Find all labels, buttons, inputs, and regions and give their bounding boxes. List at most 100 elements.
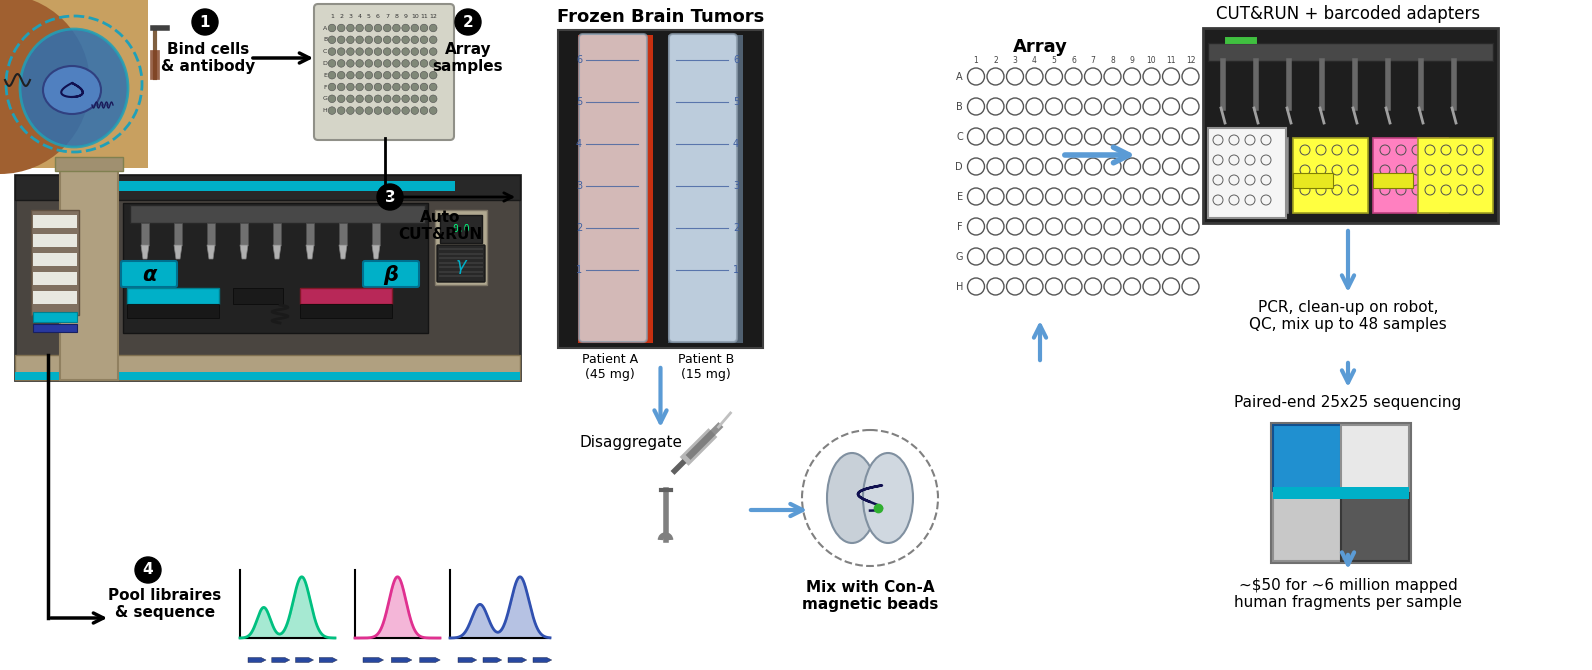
Circle shape — [401, 48, 409, 56]
Bar — [373, 223, 380, 245]
Text: Paired-end 25x25 sequencing: Paired-end 25x25 sequencing — [1234, 395, 1461, 410]
Circle shape — [355, 107, 363, 115]
Circle shape — [411, 83, 419, 91]
Circle shape — [374, 60, 382, 67]
Text: α: α — [142, 265, 156, 285]
Text: Pool libraires
& sequence: Pool libraires & sequence — [108, 588, 221, 620]
Polygon shape — [373, 245, 380, 259]
Bar — [14, 372, 521, 380]
Circle shape — [401, 72, 409, 79]
Text: 6: 6 — [376, 13, 380, 19]
Circle shape — [355, 24, 363, 31]
Circle shape — [347, 60, 353, 67]
Text: 3: 3 — [385, 190, 395, 204]
Bar — [1274, 487, 1409, 499]
Bar — [1204, 28, 1498, 223]
Text: Disaggregate: Disaggregate — [579, 435, 681, 450]
Text: Patient A
(45 mg): Patient A (45 mg) — [583, 353, 638, 381]
Circle shape — [328, 60, 336, 67]
Circle shape — [384, 60, 392, 67]
Circle shape — [430, 72, 436, 79]
FancyArrow shape — [320, 657, 338, 663]
Text: Array: Array — [1013, 38, 1068, 56]
Text: 2: 2 — [339, 13, 344, 19]
Bar — [1372, 138, 1449, 213]
Text: E: E — [323, 73, 326, 78]
Circle shape — [384, 72, 392, 79]
FancyArrow shape — [482, 657, 501, 663]
Polygon shape — [240, 245, 248, 259]
Circle shape — [430, 48, 436, 56]
Text: 3: 3 — [1013, 56, 1017, 65]
Text: 1: 1 — [732, 265, 739, 275]
Text: 6: 6 — [1071, 56, 1076, 65]
Circle shape — [411, 60, 419, 67]
Circle shape — [328, 36, 336, 44]
Circle shape — [420, 60, 428, 67]
Text: 9: 9 — [404, 13, 408, 19]
Polygon shape — [142, 245, 150, 259]
Circle shape — [135, 557, 161, 583]
Circle shape — [365, 36, 373, 44]
Circle shape — [328, 72, 336, 79]
Text: Mix with Con-A
magnetic beads: Mix with Con-A magnetic beads — [802, 580, 938, 612]
Circle shape — [365, 83, 373, 91]
Circle shape — [393, 107, 400, 115]
Circle shape — [401, 24, 409, 31]
Bar — [1340, 425, 1409, 493]
FancyArrow shape — [533, 657, 552, 663]
Circle shape — [411, 107, 419, 115]
Bar — [14, 175, 521, 380]
Circle shape — [374, 107, 382, 115]
Text: 1: 1 — [974, 56, 979, 65]
Text: 3: 3 — [349, 13, 352, 19]
Bar — [578, 35, 653, 343]
Bar — [30, 210, 80, 315]
Text: 2: 2 — [463, 15, 473, 29]
FancyBboxPatch shape — [314, 4, 454, 140]
Circle shape — [355, 72, 363, 79]
Bar — [669, 35, 743, 343]
Circle shape — [420, 24, 428, 31]
Circle shape — [384, 107, 392, 115]
Bar — [174, 223, 181, 245]
Ellipse shape — [863, 453, 912, 543]
Text: 11: 11 — [420, 13, 428, 19]
Circle shape — [365, 72, 373, 79]
Bar — [299, 304, 392, 318]
Circle shape — [393, 72, 400, 79]
Bar — [1274, 425, 1340, 493]
Text: 4: 4 — [576, 139, 583, 149]
Circle shape — [355, 83, 363, 91]
Circle shape — [355, 95, 363, 103]
Bar — [1208, 128, 1286, 218]
Circle shape — [393, 36, 400, 44]
Circle shape — [338, 24, 345, 31]
Text: PCR, clean-up on robot,
QC, mix up to 48 samples: PCR, clean-up on robot, QC, mix up to 48… — [1250, 300, 1447, 332]
Text: F: F — [957, 222, 963, 232]
Circle shape — [328, 48, 336, 56]
Circle shape — [338, 60, 345, 67]
Circle shape — [328, 83, 336, 91]
Bar — [142, 223, 150, 245]
Bar — [1274, 493, 1340, 561]
Circle shape — [347, 48, 353, 56]
Circle shape — [347, 72, 353, 79]
Ellipse shape — [21, 29, 127, 147]
Text: A: A — [957, 72, 963, 82]
Circle shape — [374, 36, 382, 44]
Bar — [33, 215, 76, 228]
Bar — [1213, 138, 1288, 213]
Circle shape — [374, 24, 382, 31]
Circle shape — [384, 48, 392, 56]
Circle shape — [420, 107, 428, 115]
Circle shape — [411, 24, 419, 31]
Circle shape — [393, 95, 400, 103]
Circle shape — [384, 95, 392, 103]
Circle shape — [411, 95, 419, 103]
Text: G: G — [955, 251, 963, 261]
Circle shape — [430, 60, 436, 67]
Text: 8: 8 — [1110, 56, 1114, 65]
Text: B: B — [957, 101, 963, 111]
Bar — [131, 205, 425, 223]
